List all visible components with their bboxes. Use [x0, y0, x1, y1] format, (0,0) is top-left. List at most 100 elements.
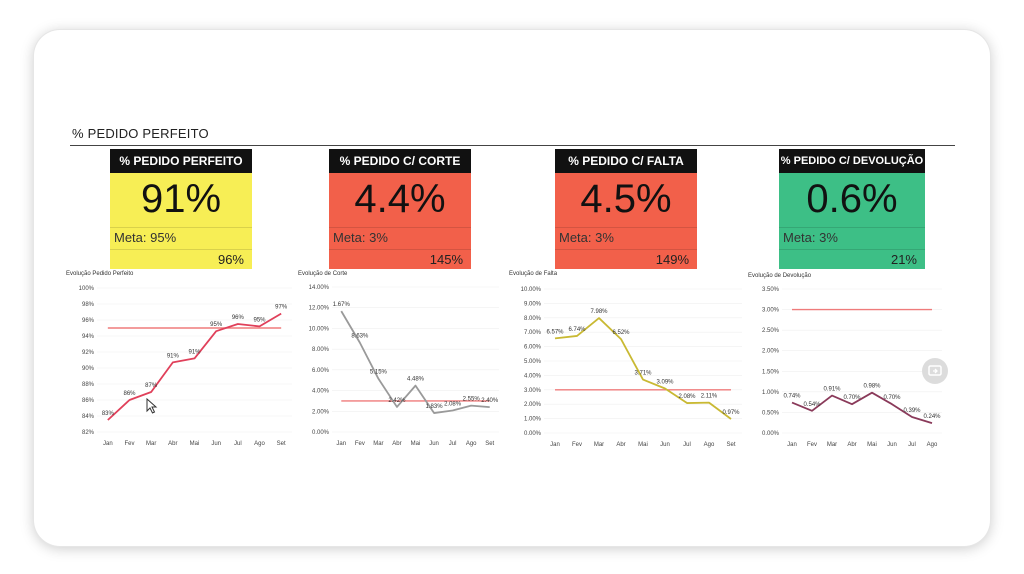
- data-label: 0.39%: [903, 408, 921, 414]
- kpi-attainment: 96%: [217, 252, 244, 267]
- y-tick-label: 1.50%: [762, 369, 780, 375]
- y-tick-label: 8.00%: [524, 316, 542, 322]
- kpi-card-pedido-devolucao[interactable]: % PEDIDO C/ DEVOLUÇÃO 0.6% Meta: 3% 21%: [779, 149, 925, 269]
- x-tick-label: Abr: [392, 441, 401, 447]
- x-tick-label: Mai: [867, 442, 877, 448]
- kpi-card-pedido-corte[interactable]: % PEDIDO C/ CORTE 4.4% Meta: 3% 145%: [329, 149, 471, 269]
- data-label: 8.63%: [351, 334, 369, 340]
- data-label: 86%: [123, 391, 136, 397]
- y-tick-label: 1.00%: [762, 390, 780, 396]
- y-tick-label: 2.50%: [762, 328, 780, 334]
- x-tick-label: Jan: [336, 441, 346, 447]
- data-label: 0.70%: [883, 395, 901, 401]
- kpi-attainment: 149%: [655, 252, 689, 267]
- y-tick-label: 98%: [82, 302, 95, 308]
- kpi-meta: Meta: 3%: [333, 230, 388, 245]
- x-tick-label: Abr: [847, 442, 856, 448]
- series-line: [554, 317, 732, 420]
- y-tick-label: 4.00%: [312, 389, 330, 395]
- data-label: 0.70%: [843, 395, 861, 401]
- series-line: [791, 391, 933, 424]
- x-tick-label: Mar: [594, 442, 604, 448]
- kpi-card-header: % PEDIDO PERFEITO: [110, 149, 252, 173]
- y-tick-label: 88%: [82, 382, 95, 388]
- x-tick-label: Set: [277, 441, 286, 447]
- y-tick-label: 2.00%: [762, 349, 780, 355]
- kpi-separator: [779, 227, 925, 228]
- y-tick-label: 9.00%: [524, 301, 542, 307]
- y-tick-label: 10.00%: [309, 326, 330, 332]
- chart-title-pedido-perfeito: Evolução Pedido Perfeito: [66, 271, 134, 277]
- kpi-separator: [555, 249, 697, 250]
- kpi-value: 0.6%: [806, 177, 898, 221]
- kpi-separator: [110, 249, 252, 250]
- series-line: [340, 310, 490, 414]
- x-tick-label: Jul: [234, 441, 242, 447]
- data-label: 1.67%: [333, 302, 351, 308]
- chart-devolucao[interactable]: 0.00% 0.50% 1.00% 1.50% 2.00% 2.50% 3.00% 3.50%…: [742, 280, 954, 452]
- data-label: 6.74%: [568, 327, 586, 333]
- kpi-card-pedido-falta[interactable]: % PEDIDO C/ FALTA 4.5% Meta: 3% 149%: [555, 149, 697, 269]
- kpi-meta: Meta: 3%: [783, 230, 838, 245]
- y-tick-label: 5.00%: [524, 359, 542, 365]
- y-tick-label: 90%: [82, 366, 95, 372]
- x-tick-label: Fev: [807, 442, 817, 448]
- kpi-card-header: % PEDIDO C/ DEVOLUÇÃO: [779, 149, 925, 173]
- data-label: 95%: [210, 322, 223, 328]
- data-label: 91%: [188, 349, 201, 355]
- x-tick-label: Jun: [211, 441, 221, 447]
- data-label: 2.55%: [463, 397, 481, 403]
- kpi-value: 4.4%: [354, 177, 446, 221]
- chart-falta[interactable]: 0.00% 1.00% 2.00% 3.00% 4.00% 5.00% 6.00% 7.00%…: [506, 282, 748, 452]
- x-tick-label: Jan: [550, 442, 560, 448]
- data-label: 2.42%: [388, 398, 406, 404]
- kpi-separator: [329, 227, 471, 228]
- data-label: 0.98%: [863, 384, 881, 390]
- y-tick-label: 12.00%: [309, 306, 330, 312]
- x-tick-label: Ago: [254, 441, 265, 447]
- x-tick-label: Ago: [466, 441, 477, 447]
- y-tick-label: 2.00%: [312, 409, 330, 415]
- data-label: 96%: [232, 315, 245, 321]
- page-title: % PEDIDO PERFEITO: [72, 126, 209, 141]
- kpi-card-header: % PEDIDO C/ FALTA: [555, 149, 697, 173]
- y-tick-label: 86%: [82, 398, 95, 404]
- y-tick-label: 0.00%: [762, 431, 780, 437]
- kpi-separator: [329, 249, 471, 250]
- data-label: 87%: [145, 383, 158, 389]
- kpi-card-header: % PEDIDO C/ CORTE: [329, 149, 471, 173]
- x-tick-label: Set: [485, 441, 494, 447]
- data-label: 83%: [102, 411, 115, 417]
- chart-pedido-perfeito[interactable]: 82% 84% 86% 88% 90% 92% 94% 96% 98% 100% Jan Fev Mar…: [64, 280, 296, 452]
- data-label: 3.71%: [634, 371, 652, 377]
- x-tick-label: Jun: [887, 442, 897, 448]
- data-label: 6.52%: [612, 330, 630, 336]
- y-tick-label: 1.00%: [524, 417, 542, 423]
- data-label: 0.97%: [722, 410, 740, 416]
- y-tick-label: 96%: [82, 318, 95, 324]
- data-label: 95%: [253, 317, 266, 323]
- y-tick-label: 6.00%: [312, 368, 330, 374]
- y-tick-label: 0.00%: [312, 430, 330, 436]
- data-label: 3.09%: [656, 380, 674, 386]
- x-tick-label: Jan: [103, 441, 113, 447]
- y-tick-label: 0.50%: [762, 410, 780, 416]
- x-tick-label: Mai: [190, 441, 200, 447]
- x-tick-label: Abr: [168, 441, 177, 447]
- y-tick-label: 3.00%: [524, 388, 542, 394]
- data-label: 2.08%: [678, 394, 696, 400]
- x-tick-label: Abr: [616, 442, 625, 448]
- data-label: 91%: [167, 353, 180, 359]
- screen-share-icon[interactable]: [922, 358, 948, 384]
- chart-corte[interactable]: 0.00% 2.00% 4.00% 6.00% 8.00% 10.00% 12.00% 14.…: [294, 280, 506, 452]
- mouse-cursor-icon: [146, 398, 158, 414]
- kpi-card-body: 91% Meta: 95% 96%: [110, 173, 252, 269]
- x-tick-label: Mar: [827, 442, 837, 448]
- data-label: 0.91%: [823, 387, 841, 393]
- x-tick-label: Ago: [704, 442, 715, 448]
- data-label: 2.11%: [701, 394, 718, 400]
- kpi-card-pedido-perfeito[interactable]: % PEDIDO PERFEITO 91% Meta: 95% 96%: [110, 149, 252, 269]
- x-tick-label: Ago: [927, 442, 938, 448]
- kpi-separator: [779, 249, 925, 250]
- data-label: 1.83%: [426, 404, 444, 410]
